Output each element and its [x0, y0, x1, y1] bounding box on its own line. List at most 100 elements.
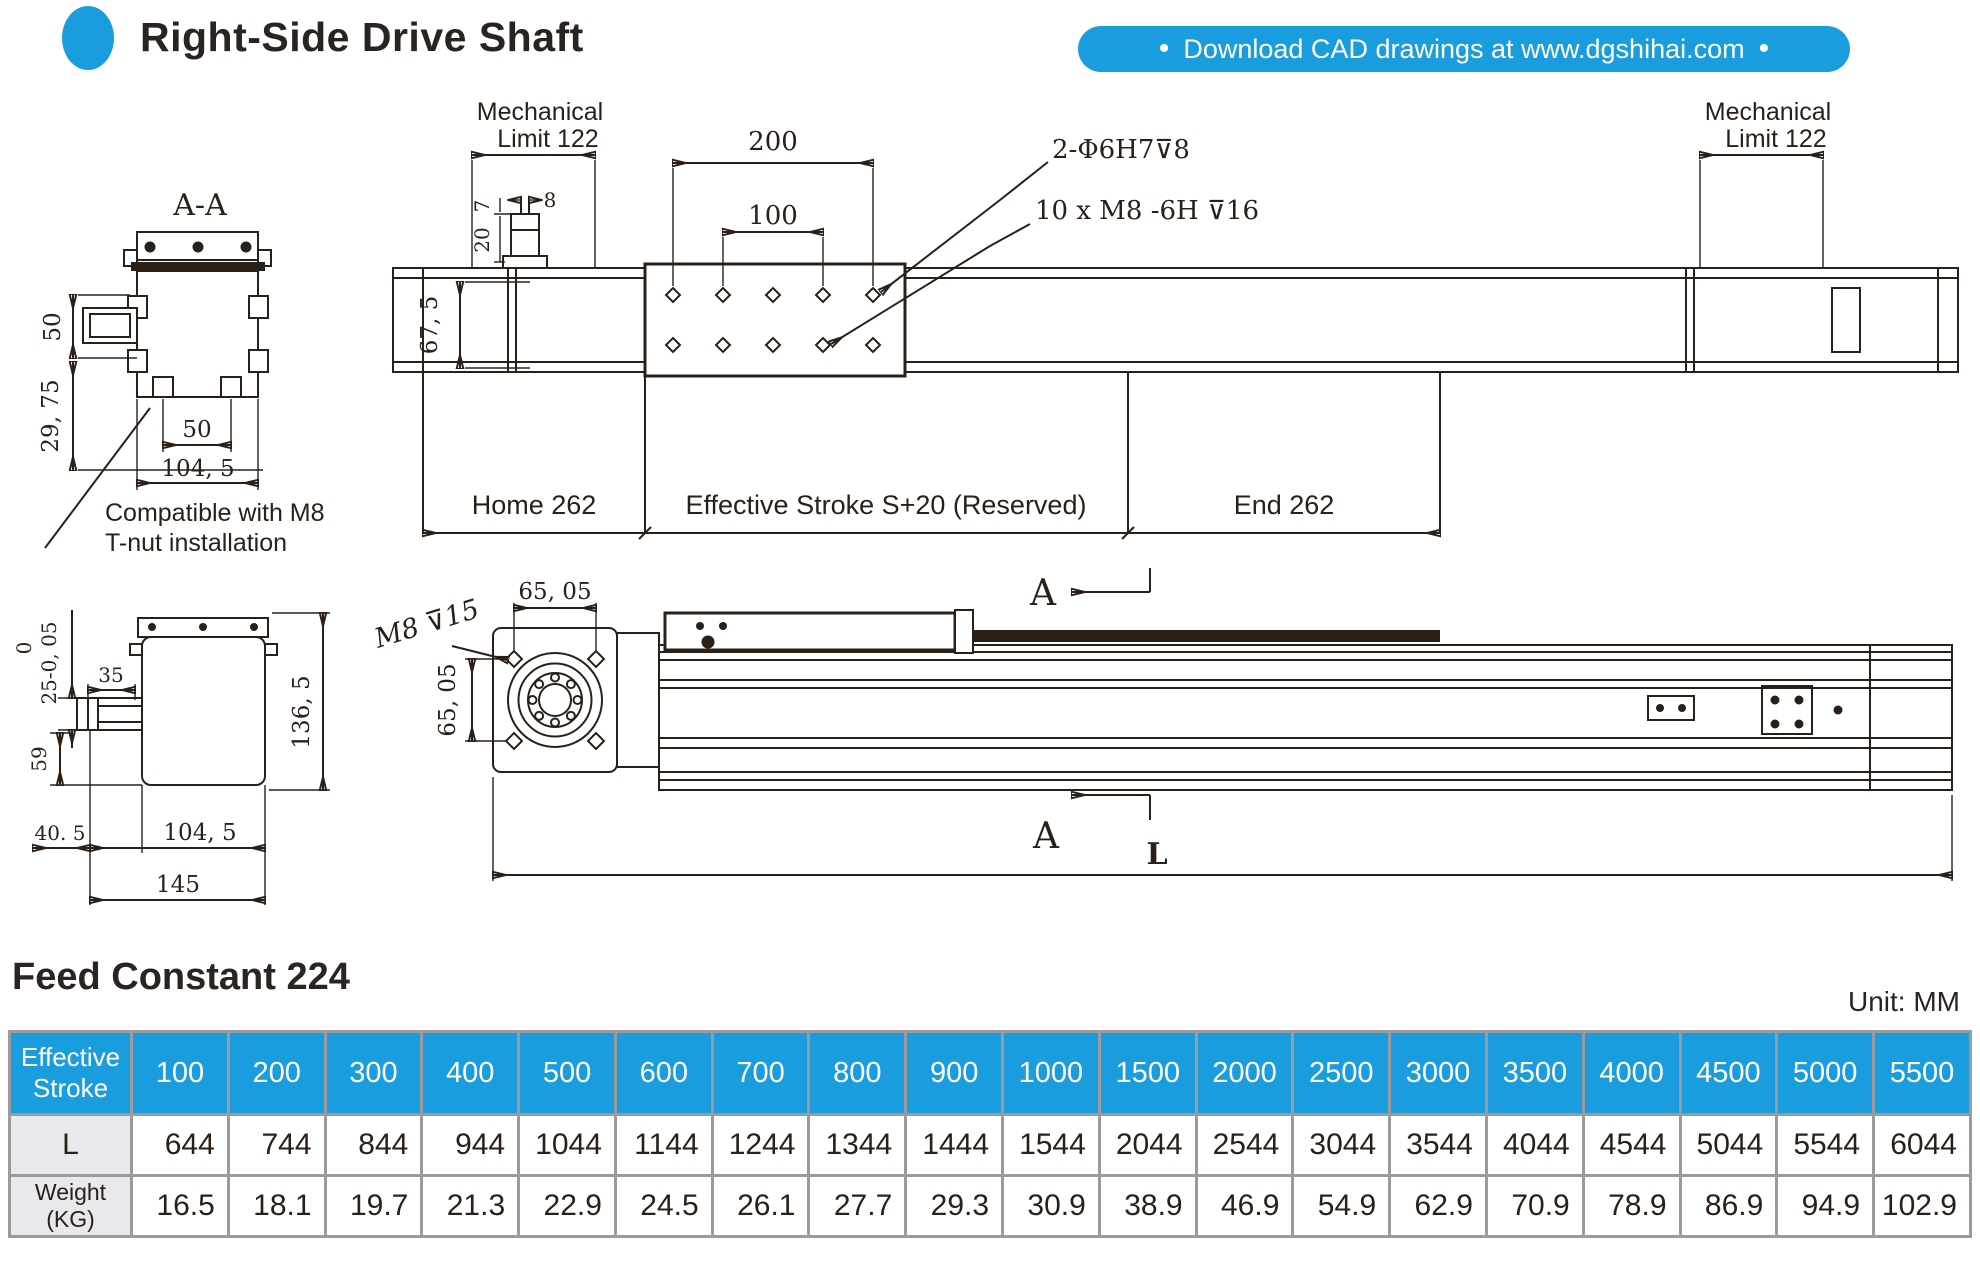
zone-home-label: Home 262 — [472, 490, 597, 520]
l-value-cell: 4044 — [1484, 1113, 1585, 1177]
l-value-cell: 6044 — [1872, 1113, 1972, 1177]
l-row-label: L — [8, 1113, 133, 1177]
weight-value-cell: 16.5 — [130, 1174, 230, 1238]
stroke-header-cell: 4000 — [1581, 1030, 1682, 1116]
weight-value-cell: 21.3 — [420, 1174, 521, 1238]
weight-value-cell: 29.3 — [904, 1174, 1005, 1238]
l-value-cell: 944 — [420, 1113, 521, 1177]
weight-value-cell: 78.9 — [1581, 1174, 1682, 1238]
l-value-cell: 1344 — [807, 1113, 908, 1177]
bullet-icon: • — [1758, 32, 1770, 65]
l-value-cell: 1244 — [710, 1113, 811, 1177]
effective-stroke-header: Effective Stroke — [8, 1030, 133, 1116]
dim-top-100: 100 — [748, 201, 798, 231]
brand-dot-icon — [62, 6, 114, 70]
dim-top-200: 200 — [748, 127, 798, 157]
dim-top-7: 7 — [470, 200, 494, 213]
mech-limit-right-line1: Mechanical — [1705, 98, 1831, 126]
l-value-cell: 3044 — [1291, 1113, 1392, 1177]
table-l-row: L 644 744 844 944 1044 1144 1244 1344 1444 1544 20… — [8, 1113, 1972, 1177]
stroke-header-cell: 600 — [613, 1030, 714, 1116]
callout-thread-holes: 10 x M8 -6H ⊽16 — [1035, 196, 1259, 226]
bullet-icon: • — [1158, 32, 1170, 65]
zone-stroke-label: Effective Stroke S+20 (Reserved) — [686, 490, 1087, 520]
dim-aa-29-75: 29, 75 — [38, 379, 64, 452]
top-view: 8 7 20 Mechanical Limit 122 Mechanical L… — [392, 98, 1959, 540]
l-value-cell: 1444 — [904, 1113, 1005, 1177]
section-arrow-a-bottom: A — [1032, 816, 1060, 857]
dim-end-104-5: 104, 5 — [163, 820, 236, 846]
dim-aa-slot-50: 50 — [182, 417, 211, 443]
l-value-cell: 2044 — [1097, 1113, 1198, 1177]
weight-value-cell: 26.1 — [710, 1174, 811, 1238]
weight-value-cell: 24.5 — [613, 1174, 714, 1238]
weight-value-cell: 70.9 — [1484, 1174, 1585, 1238]
flange-bolt-circle — [527, 672, 583, 728]
stroke-header-cell: 400 — [420, 1030, 521, 1116]
table-header-row: Effective Stroke 100 200 300 400 500 600 700 80… — [8, 1030, 1972, 1116]
l-value-cell: 844 — [323, 1113, 424, 1177]
stroke-header-cell: 300 — [323, 1030, 424, 1116]
mech-limit-left-line2: Limit 122 — [497, 125, 598, 153]
l-value-cell: 1044 — [517, 1113, 617, 1177]
section-arrow-a-top: A — [1029, 573, 1057, 614]
weight-row-label: Weight (KG) — [8, 1174, 133, 1238]
dim-side-65-05-left: 65, 05 — [435, 663, 461, 736]
stroke-header-cell: 1500 — [1097, 1030, 1198, 1116]
cad-download-banner[interactable]: • Download CAD drawings at www.dgshihai.… — [1078, 26, 1850, 72]
dim-end-35: 35 — [98, 663, 123, 687]
weight-value-cell: 102.9 — [1872, 1174, 1972, 1238]
dim-end-25-005: 25-0, 05 — [37, 621, 61, 704]
stroke-header-cell: 4500 — [1678, 1030, 1779, 1116]
dim-end-59: 59 — [27, 746, 51, 771]
l-value-cell: 5544 — [1775, 1113, 1876, 1177]
weight-value-cell: 94.9 — [1775, 1174, 1876, 1238]
l-value-cell: 5044 — [1678, 1113, 1779, 1177]
l-value-cell: 1144 — [613, 1113, 714, 1177]
dim-end-145: 145 — [156, 872, 200, 898]
dim-top-20: 20 — [470, 227, 494, 252]
stroke-header-cell: 100 — [130, 1030, 230, 1116]
weight-value-cell: 18.1 — [226, 1174, 327, 1238]
stroke-header-cell: 200 — [226, 1030, 327, 1116]
stroke-header-cell: 5000 — [1775, 1030, 1876, 1116]
stroke-header-cell: 500 — [517, 1030, 617, 1116]
weight-value-cell: 19.7 — [323, 1174, 424, 1238]
stroke-header-cell: 700 — [710, 1030, 811, 1116]
weight-value-cell: 27.7 — [807, 1174, 908, 1238]
stroke-header-cell: 5500 — [1872, 1030, 1972, 1116]
dim-top-8: 8 — [544, 188, 557, 212]
weight-value-cell: 46.9 — [1194, 1174, 1295, 1238]
weight-value-cell: 54.9 — [1291, 1174, 1392, 1238]
weight-value-cell: 86.9 — [1678, 1174, 1779, 1238]
stroke-header-cell: 3500 — [1484, 1030, 1585, 1116]
dim-end-0: 0 — [12, 642, 36, 655]
dim-end-40-5: 40. 5 — [35, 821, 86, 845]
stroke-header-cell: 800 — [807, 1030, 908, 1116]
effective-stroke-line1: Effective — [20, 1041, 121, 1072]
page-title: Right-Side Drive Shaft — [140, 14, 584, 60]
mech-limit-left-line1: Mechanical — [477, 98, 603, 126]
dim-aa-104-5: 104, 5 — [161, 456, 234, 482]
aa-section-view: A-A 50 29, 75 — [38, 188, 325, 557]
stroke-header-cell: 1000 — [1001, 1030, 1101, 1116]
weight-value-cell: 38.9 — [1097, 1174, 1198, 1238]
l-value-cell: 2544 — [1194, 1113, 1295, 1177]
unit-label: Unit: MM — [1848, 986, 1960, 1017]
l-value-cell: 644 — [130, 1113, 230, 1177]
dim-length-l: L — [1146, 837, 1167, 872]
callout-dowel-holes: 2-Φ6H7⊽8 — [1052, 135, 1190, 165]
callout-m8-depth: M8 ⊽15 — [370, 594, 483, 655]
feed-constant-title: Feed Constant 224 — [12, 956, 350, 998]
dim-side-65-05-top: 65, 05 — [518, 579, 591, 605]
flange-mount-holes — [504, 649, 606, 751]
weight-value-cell: 22.9 — [517, 1174, 617, 1238]
stroke-header-cell: 2500 — [1291, 1030, 1392, 1116]
banner-text: Download CAD drawings at www.dgshihai.co… — [1183, 33, 1745, 64]
zone-end-label: End 262 — [1234, 490, 1335, 520]
l-value-cell: 4544 — [1581, 1113, 1682, 1177]
tnut-note-line1: Compatible with M8 — [105, 499, 325, 527]
stroke-header-cell: 900 — [904, 1030, 1005, 1116]
